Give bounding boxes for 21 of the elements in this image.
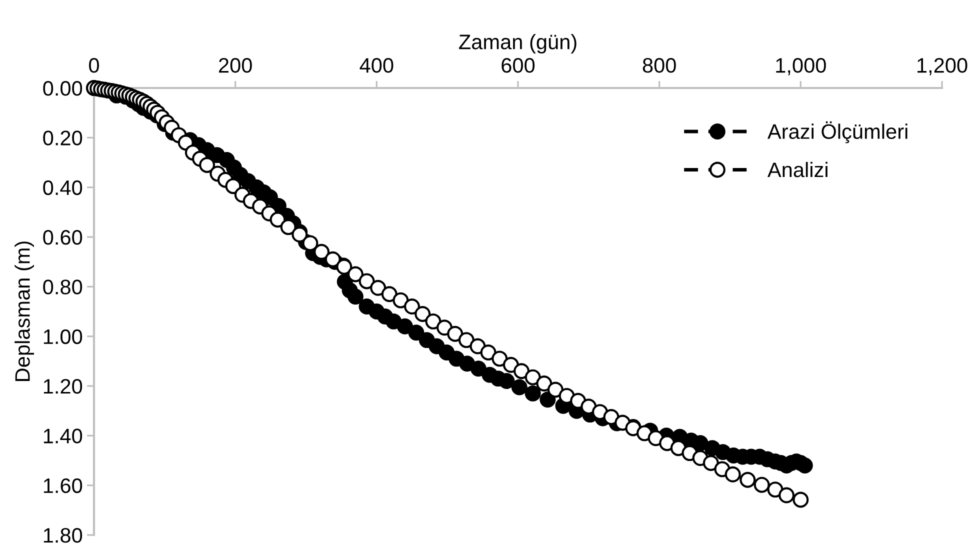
x-tick-label: 800 <box>642 58 676 73</box>
y-tick-label: 0.00 <box>43 81 82 96</box>
y-tick-label: 1.40 <box>44 428 82 444</box>
y-tick-label: 1.00 <box>44 329 82 344</box>
y-tick-label: 0.80 <box>43 280 82 294</box>
x-tick-label: 600 <box>502 58 535 73</box>
x-tick-label: 1,200 <box>918 58 968 76</box>
y-tick-label: 0.40 <box>43 180 82 196</box>
x-tick-label: 0 <box>89 58 99 73</box>
y-tick-label: 1.80 <box>44 528 82 543</box>
y-tick-label: 0.60 <box>43 230 82 245</box>
legend-label: Analizi <box>767 162 828 178</box>
y-tick-label: 0.20 <box>43 130 82 146</box>
x-tick-label: 400 <box>360 58 394 73</box>
x-tick-label: 1,000 <box>776 58 826 76</box>
y-tick-label: 1.20 <box>44 379 82 394</box>
x-tick-label: 200 <box>219 58 252 73</box>
x-axis-title: Zaman (gün) <box>459 34 576 54</box>
y-axis-title: Deplasman (m) <box>14 242 34 381</box>
legend-label: Arazi Ölçümleri <box>767 121 908 144</box>
y-tick-label: 1.60 <box>44 478 82 494</box>
